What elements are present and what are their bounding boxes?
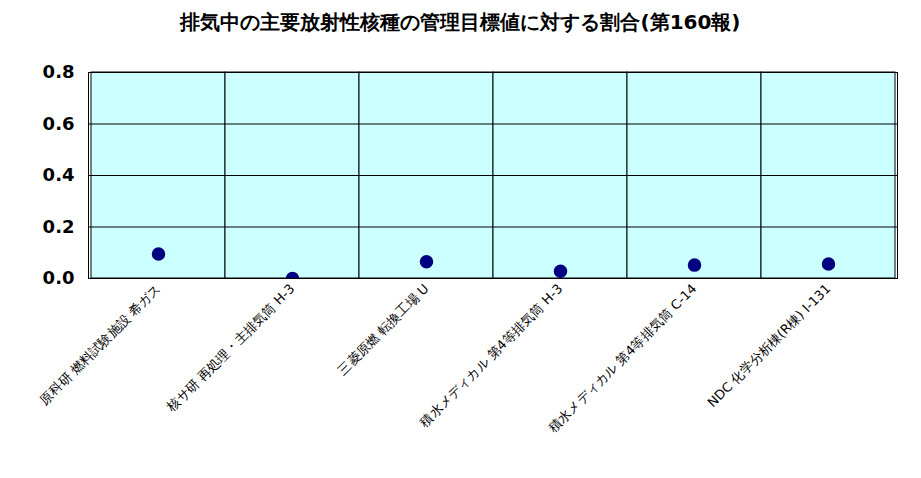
svg-text:0.0: 0.0 [43, 267, 75, 288]
svg-text:0.6: 0.6 [43, 113, 75, 134]
svg-text:核サ研 再処理・主排気筒 H-3: 核サ研 再処理・主排気筒 H-3 [163, 281, 297, 415]
svg-text:0.8: 0.8 [43, 61, 75, 82]
svg-text:0.2: 0.2 [43, 216, 75, 237]
svg-text:原科研 燃料試験施設 希ガス: 原科研 燃料試験施設 希ガス [37, 281, 164, 408]
svg-text:0.4: 0.4 [43, 164, 75, 185]
svg-text:NDC 化学分析棟(R棟) I-131: NDC 化学分析棟(R棟) I-131 [704, 281, 833, 410]
html-text:排気中の主要放射性核種の管理目標値に対する割合(第160報): 排気中の主要放射性核種の管理目標値に対する割合(第160報) [180, 10, 741, 34]
svg-text:積水メディカル 第4等排気筒 H-3: 積水メディカル 第4等排気筒 H-3 [417, 281, 566, 430]
svg-text:積水メディカル 第4等排気筒 C-14: 積水メディカル 第4等排気筒 C-14 [546, 281, 700, 435]
svg-text:三菱原燃 転換工場 U: 三菱原燃 転換工場 U [335, 281, 432, 378]
